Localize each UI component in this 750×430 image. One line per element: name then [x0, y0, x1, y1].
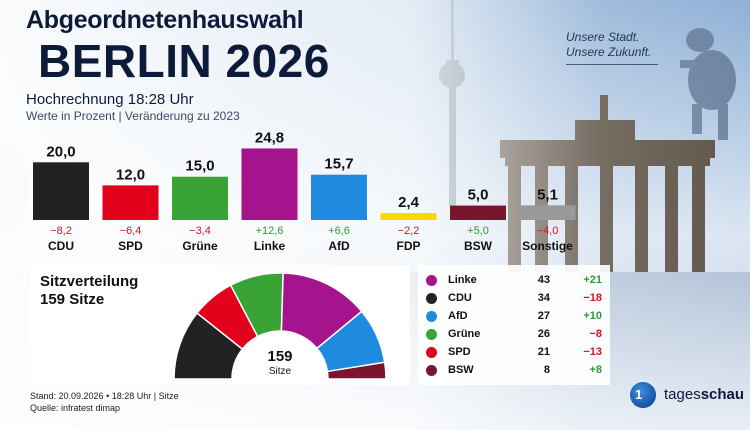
seat-title-line-2: 159 Sitze	[40, 291, 105, 308]
seat-distribution-title: Sitzverteilung 159 Sitze	[40, 273, 138, 309]
party-seats: 26	[537, 328, 550, 340]
party-color-dot	[426, 365, 437, 376]
party-seats: 34	[537, 292, 550, 304]
footer-status: Stand: 20.09.2026 • 18:28 Uhr | Sitze	[30, 391, 179, 401]
bar-bsw	[450, 205, 506, 220]
bar-value-fdp: 2,4	[398, 194, 420, 211]
bar-value-sonstige: 5,1	[537, 186, 558, 203]
bar-value-bsw: 5,0	[468, 187, 489, 204]
party-seat-change: +21	[583, 274, 602, 286]
slogan-line-2: Unsere Zukunft.	[566, 45, 652, 59]
seat-title-line-1: Sitzverteilung	[40, 273, 139, 290]
seat-row-spd: SPD 21 −13	[418, 345, 610, 362]
bar-value-grne: 15,0	[185, 158, 214, 175]
bar-value-afd: 15,7	[324, 156, 353, 173]
party-seat-change: +10	[583, 310, 602, 322]
party-name: Grüne	[448, 328, 481, 340]
bar-label-spd: SPD	[118, 239, 143, 253]
bar-change-spd: −6,4	[120, 225, 142, 237]
party-name: Linke	[448, 274, 477, 286]
bar-change-sonstige: −4,0	[537, 225, 559, 237]
bar-fdp	[380, 213, 437, 220]
bar-change-linke: +12,6	[256, 225, 284, 237]
party-name: BSW	[448, 364, 474, 376]
bar-change-afd: +6,6	[328, 225, 350, 237]
tagesschau-logo: 1 tagesschau	[624, 378, 744, 412]
seat-row-grne: Grüne 26 −8	[418, 327, 610, 344]
seat-distribution-panel: Sitzverteilung 159 Sitze 159 Sitze	[30, 265, 410, 385]
footer: Stand: 20.09.2026 • 18:28 Uhr | Sitze Qu…	[30, 390, 179, 414]
bar-label-afd: AfD	[328, 239, 350, 253]
bar-label-bsw: BSW	[464, 239, 493, 253]
bar-label-grne: Grüne	[182, 239, 218, 253]
bar-value-spd: 12,0	[116, 166, 145, 183]
bar-change-cdu: −8,2	[50, 225, 72, 237]
bar-grne	[172, 176, 228, 220]
party-color-dot	[426, 293, 437, 304]
party-color-dot	[426, 311, 437, 322]
bar-afd	[311, 174, 367, 220]
party-name: AfD	[448, 310, 468, 322]
bar-label-linke: Linke	[254, 239, 286, 253]
total-seats: 159	[267, 348, 292, 365]
seat-row-bsw: BSW 8 +8	[418, 363, 610, 380]
bar-value-linke: 24,8	[255, 130, 284, 146]
bar-spd	[102, 185, 159, 220]
bar-label-cdu: CDU	[48, 239, 74, 253]
bar-label-sonstige: Sonstige	[522, 239, 573, 253]
slogan-line-1: Unsere Stadt.	[566, 30, 640, 44]
bar-sonstige	[519, 205, 576, 220]
bar-change-bsw: +5,0	[467, 225, 489, 237]
logo-text-bold: schau	[700, 386, 745, 403]
tagesschau-badge-icon: 1	[628, 380, 658, 410]
party-seats: 21	[537, 346, 550, 358]
logo-text: tagesschau	[664, 386, 744, 403]
bar-linke	[241, 148, 298, 220]
party-seat-change: +8	[589, 364, 602, 376]
party-seats: 43	[537, 274, 550, 286]
seat-row-cdu: CDU 34 −18	[418, 291, 610, 308]
party-color-dot	[426, 347, 437, 358]
seat-row-linke: Linke 43 +21	[418, 273, 610, 290]
bar-value-cdu: 20,0	[46, 143, 75, 160]
bar-change-fdp: −2,2	[398, 225, 420, 237]
footer-source: Quelle: infratest dimap	[30, 403, 121, 413]
total-seats-label: Sitze	[269, 366, 292, 377]
seat-row-afd: AfD 27 +10	[418, 309, 610, 326]
seat-table: Linke 43 +21 CDU 34 −18 AfD 27 +10 Grüne 26 −8 SPD 21…	[418, 265, 610, 385]
party-seat-change: −18	[583, 292, 602, 304]
party-name: CDU	[448, 292, 472, 304]
party-seats: 27	[537, 310, 550, 322]
bar-cdu	[33, 162, 89, 220]
page-title: BERLIN 2026	[38, 35, 330, 87]
party-name: SPD	[448, 346, 471, 358]
party-seat-change: −8	[589, 328, 602, 340]
party-seats: 8	[543, 364, 550, 376]
slogan: Unsere Stadt. Unsere Zukunft.	[566, 30, 651, 60]
units-note: Werte in Prozent | Veränderung zu 2023	[26, 109, 240, 123]
projection-time: Hochrechnung 18:28 Uhr	[26, 91, 194, 108]
party-color-dot	[426, 275, 437, 286]
bar-change-grne: −3,4	[189, 225, 211, 237]
logo-badge-text: 1	[635, 387, 643, 402]
logo-text-regular: tages	[664, 386, 701, 403]
party-seat-change: −13	[583, 346, 602, 358]
seat-segment-bsw	[326, 361, 387, 380]
bar-label-fdp: FDP	[397, 239, 421, 253]
title-line-1: Abgeordnetenhauswahl	[26, 6, 304, 34]
party-color-dot	[426, 329, 437, 340]
result-bar-chart: 20,0 −8,2 CDU 12,0 −6,4 SPD 15,0 −3,4 Grüne 24,8 +…	[33, 130, 576, 253]
slogan-divider	[566, 64, 658, 65]
